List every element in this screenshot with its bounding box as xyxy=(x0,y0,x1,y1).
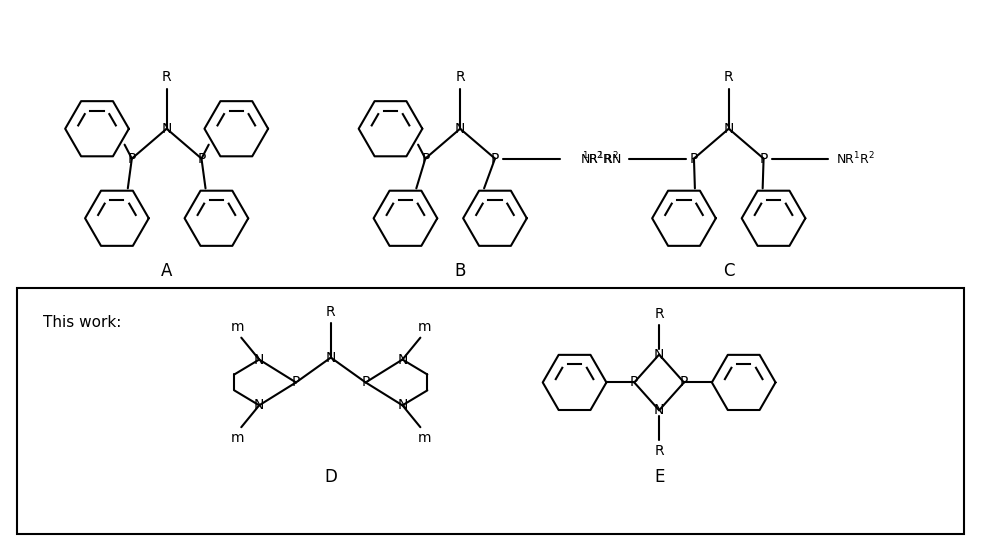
Text: P: P xyxy=(680,375,689,389)
Text: C: C xyxy=(723,262,735,280)
Text: P: P xyxy=(690,151,698,166)
Text: N: N xyxy=(254,399,264,412)
Text: N: N xyxy=(654,403,664,417)
Text: P: P xyxy=(291,375,300,389)
Text: N: N xyxy=(724,122,734,136)
Text: m: m xyxy=(418,320,431,334)
Text: N: N xyxy=(654,348,664,362)
Text: P: P xyxy=(197,151,206,166)
Text: R: R xyxy=(455,70,465,84)
Text: N: N xyxy=(397,399,408,412)
Text: R: R xyxy=(162,70,172,84)
Text: NR$^1$R$^2$: NR$^1$R$^2$ xyxy=(580,150,619,167)
Text: P: P xyxy=(361,375,370,389)
Text: B: B xyxy=(454,262,466,280)
Text: E: E xyxy=(654,468,664,486)
Text: NR$^1$R$^2$: NR$^1$R$^2$ xyxy=(836,150,875,167)
Text: D: D xyxy=(325,468,337,486)
Text: R: R xyxy=(654,307,664,321)
Text: m: m xyxy=(231,431,244,445)
Text: N: N xyxy=(397,352,408,367)
Text: N: N xyxy=(162,122,172,136)
Text: R: R xyxy=(326,305,336,319)
Text: P: P xyxy=(759,151,768,166)
Text: R: R xyxy=(724,70,734,84)
Text: $^1$R$^2$RN: $^1$R$^2$RN xyxy=(582,150,621,167)
Text: R: R xyxy=(654,444,664,458)
Text: This work:: This work: xyxy=(43,315,122,330)
Bar xyxy=(18,288,963,534)
Text: P: P xyxy=(421,151,430,166)
Text: P: P xyxy=(128,151,136,166)
Text: N: N xyxy=(254,352,264,367)
Text: N: N xyxy=(326,351,336,364)
Text: P: P xyxy=(630,375,639,389)
Text: P: P xyxy=(490,151,499,166)
Text: N: N xyxy=(455,122,465,136)
Text: m: m xyxy=(418,431,431,445)
Text: m: m xyxy=(231,320,244,334)
Text: A: A xyxy=(161,262,173,280)
